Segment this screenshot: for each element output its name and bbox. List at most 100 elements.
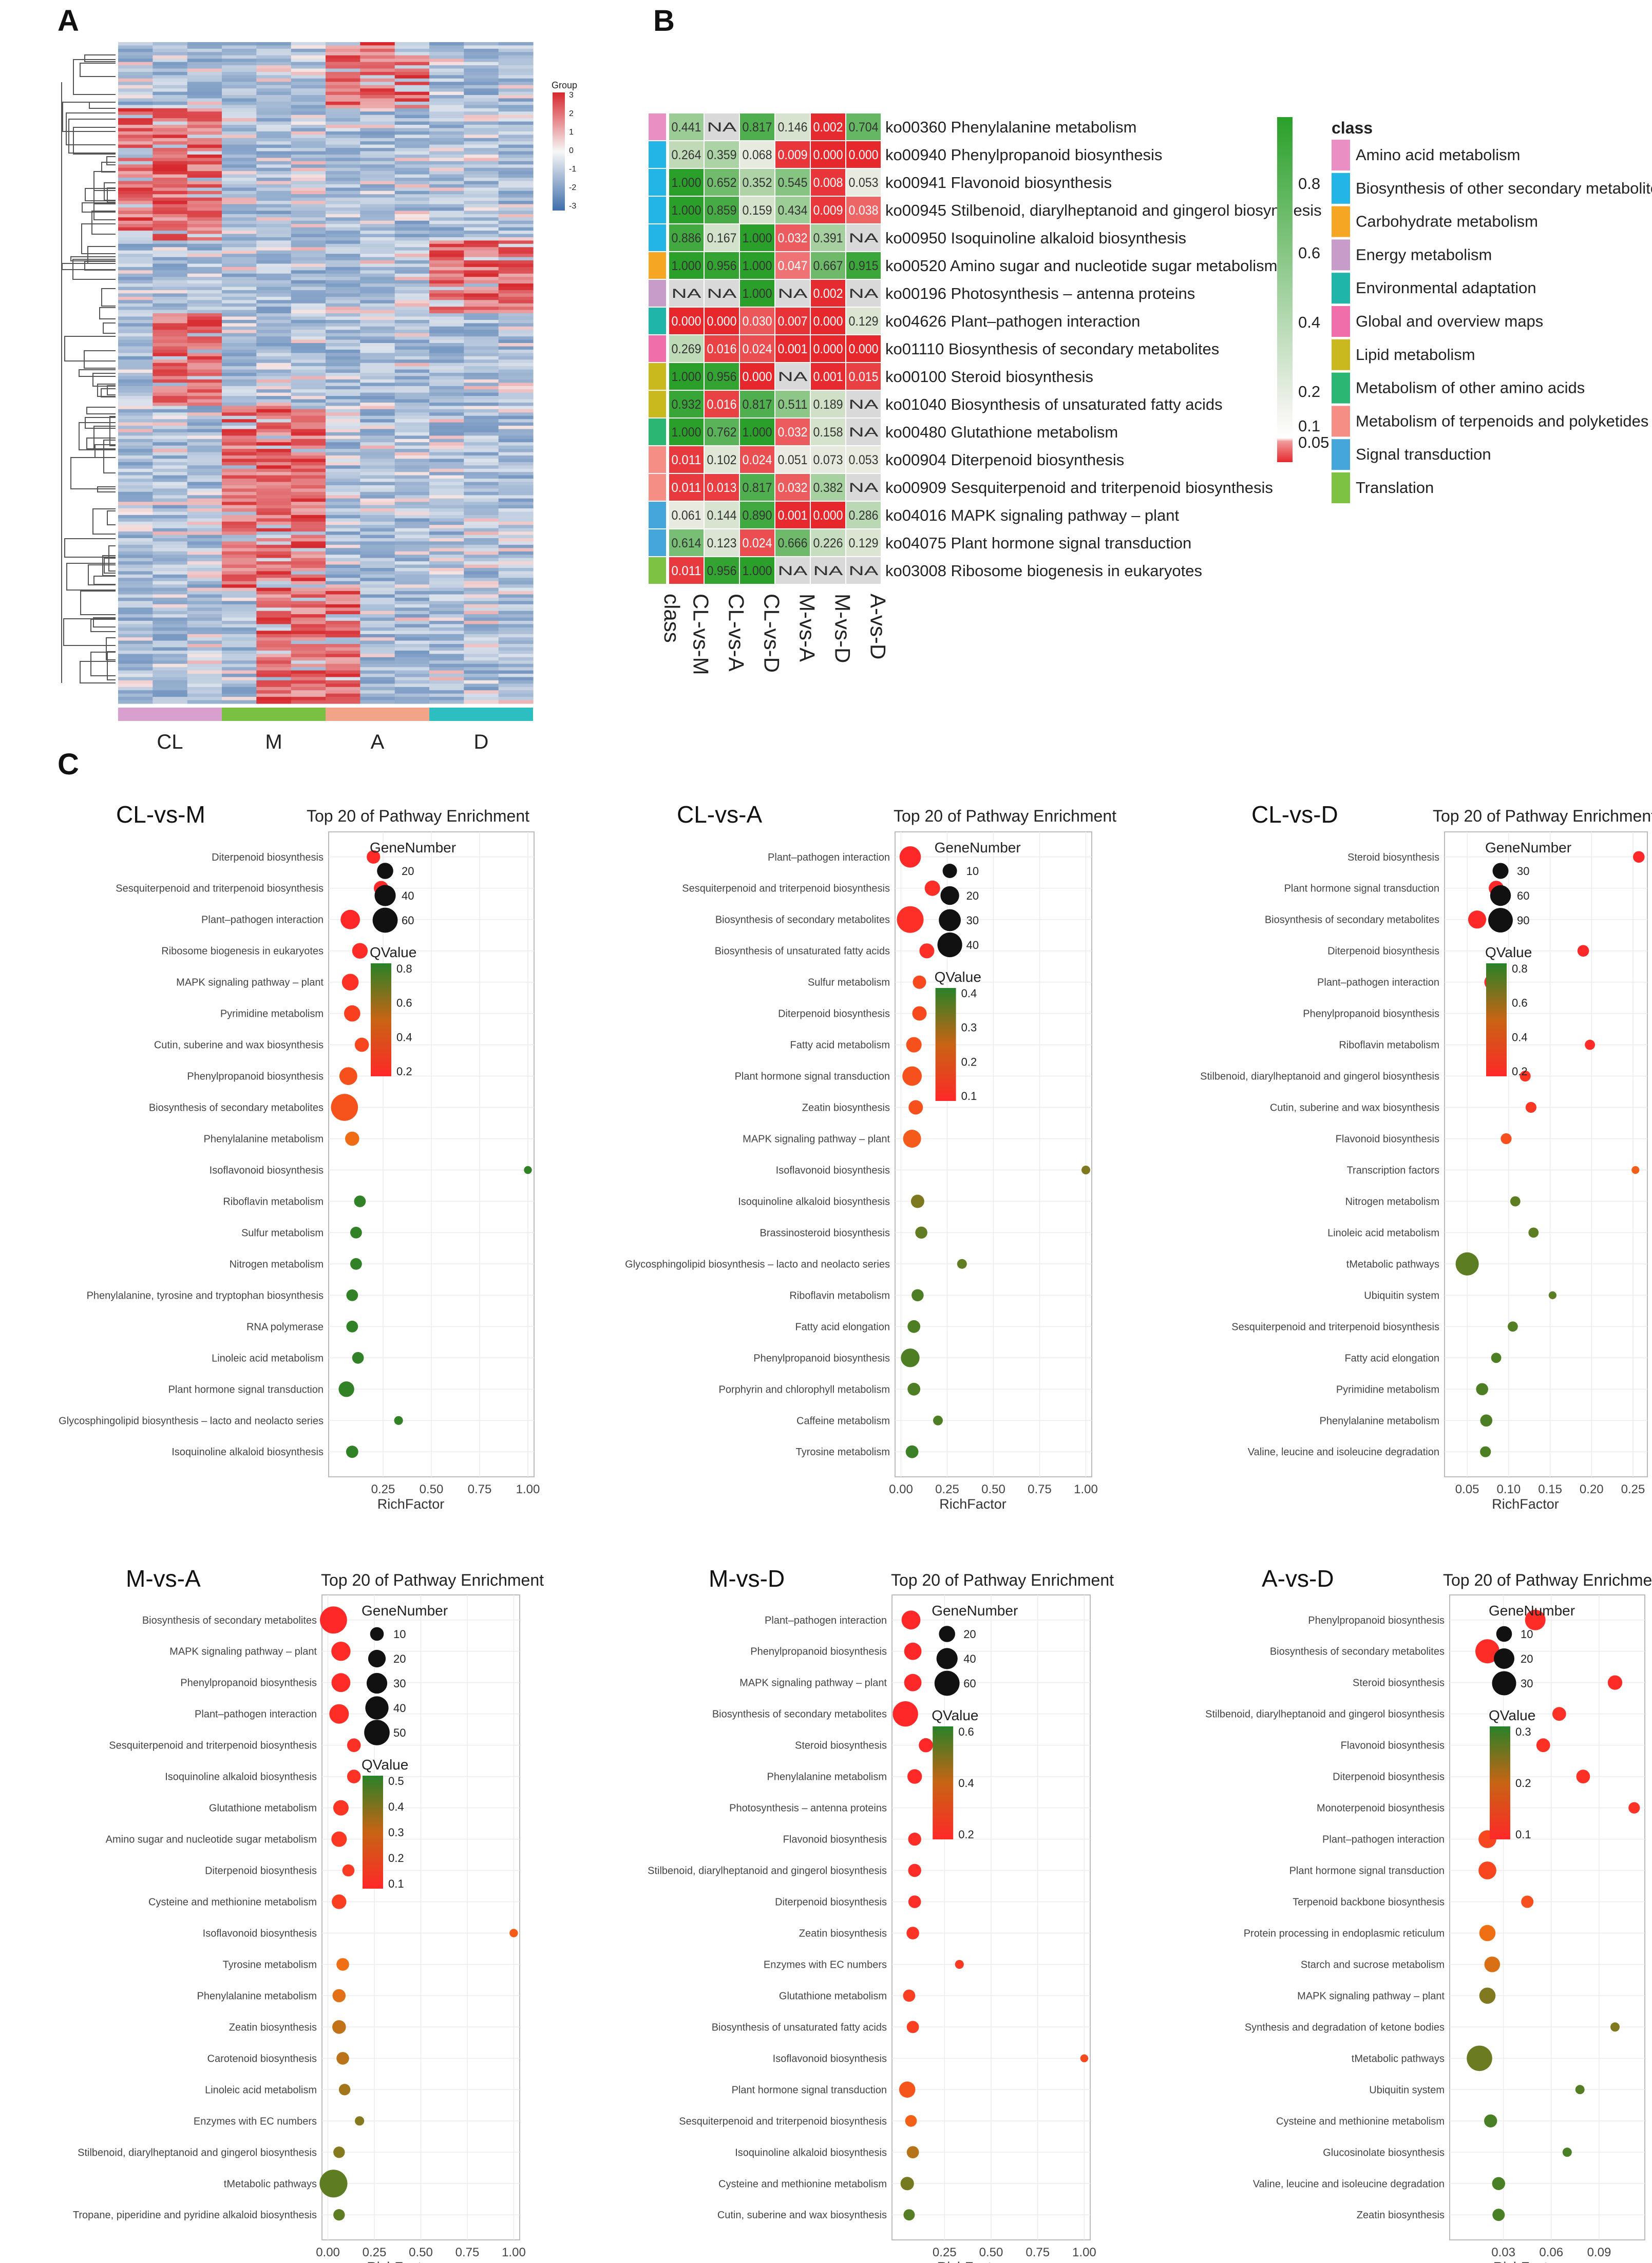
pathway-label: Linoleic acid metabolism — [205, 2084, 317, 2096]
heatmap-cell — [326, 544, 360, 548]
heatmap-cell — [360, 330, 395, 334]
heatmap-cell — [153, 693, 188, 697]
class-legend-label: Global and overview maps — [1356, 312, 1543, 330]
heatmap-cell — [498, 515, 534, 519]
heatmap-cell — [360, 449, 395, 453]
heatmap-cell — [360, 283, 395, 288]
heatmap-cell — [291, 330, 326, 334]
bubble-cysteine-and-methionine-metabolism — [332, 1894, 347, 1909]
heatmap-cell — [291, 690, 326, 694]
heatmap-cell — [256, 231, 292, 235]
bubble-synthesis-and-degradation-of-ketone-bodies — [1610, 2022, 1620, 2032]
heatmap-cell — [429, 409, 464, 413]
heatmap-cell — [222, 412, 257, 416]
heatmap-cell — [256, 151, 292, 155]
heatmap-cell — [464, 462, 499, 466]
heatmap-cell — [394, 42, 430, 46]
heatmap-cell — [464, 429, 499, 433]
heatmap-cell — [187, 300, 222, 304]
heatmap-cell — [291, 422, 326, 426]
heatmap-cell — [118, 627, 153, 631]
heatmap-cell — [187, 270, 222, 274]
heatmap-cell — [360, 141, 395, 145]
heatmap-cell — [291, 260, 326, 264]
heatmap-cell — [118, 243, 153, 248]
heatmap-cell — [256, 465, 292, 469]
heatmap-cell — [498, 551, 534, 555]
pathway-label: Glutathione metabolism — [779, 1990, 887, 2002]
bubble-zeatin-biosynthesis — [332, 2020, 346, 2034]
gene-number-label: 40 — [966, 939, 979, 952]
heatmap-cell — [464, 392, 499, 396]
heatmap-cell — [118, 383, 153, 387]
bubble-diterpenoid-biosynthesis — [342, 1864, 355, 1877]
heatmap-cell — [291, 674, 326, 677]
heatmap-cell — [360, 224, 395, 228]
heatmap-cell — [498, 690, 534, 694]
heatmap-cell — [360, 697, 395, 701]
heatmap-cell — [153, 237, 188, 241]
heatmap-cell — [360, 108, 395, 112]
heatmap-cell — [187, 211, 222, 215]
heatmap-cell — [394, 403, 430, 406]
heatmap-cell — [118, 663, 153, 668]
heatmap-cell — [291, 535, 326, 539]
x-tick-label: 0.10 — [1496, 1482, 1521, 1496]
pathway-label: Sesquiterpenoid and triterpenoid biosynt… — [682, 883, 890, 895]
heatmap-cell — [187, 316, 222, 320]
heatmap-cell — [498, 343, 534, 347]
heatmap-cell — [187, 263, 222, 268]
heatmap-cell — [222, 403, 257, 406]
pvalue-label: 1.000 — [743, 231, 772, 245]
heatmap-cell — [464, 442, 499, 446]
class-cell — [648, 556, 667, 585]
heatmap-cell — [429, 568, 464, 572]
qvalue-tick: 0.1 — [1515, 1828, 1531, 1841]
heatmap-cell — [187, 59, 222, 63]
bubble-glycosphingolipid-biosynthesis-lacto-and-neolacto-series — [957, 1259, 967, 1269]
heatmap-cell — [291, 316, 326, 320]
heatmap-cell — [394, 45, 430, 49]
heatmap-cell — [429, 415, 464, 420]
heatmap-cell — [498, 455, 534, 459]
heatmap-cell — [326, 637, 360, 641]
heatmap-cell — [222, 65, 257, 69]
class-swatch-signal-transduction — [1332, 439, 1350, 470]
gene-number-key — [940, 886, 959, 905]
heatmap-cell — [118, 316, 153, 320]
bubble-carotenoid-biosynthesis — [336, 2052, 349, 2065]
x-axis-label: RichFactor — [1493, 2259, 1561, 2263]
heatmap-cell — [429, 392, 464, 396]
pvalue-label: 0.000 — [672, 314, 701, 329]
heatmap-cell — [429, 59, 464, 63]
heatmap-cell — [429, 55, 464, 59]
dendrogram-branch — [90, 619, 116, 632]
heatmap-cell — [222, 442, 257, 446]
qvalue-title: QValue — [362, 1757, 408, 1773]
heatmap-cell — [256, 62, 292, 66]
heatmap-cell — [394, 680, 430, 684]
bubble-protein-processing-in-endoplasmic-reticulum — [1479, 1925, 1496, 1942]
heatmap-cell — [429, 243, 464, 248]
heatmap-cell — [360, 174, 395, 178]
heatmap-cell — [326, 227, 360, 231]
heatmap-cell — [187, 363, 222, 367]
heatmap-cell — [222, 303, 257, 307]
heatmap-cell — [394, 184, 430, 188]
heatmap-cell — [429, 257, 464, 261]
colorbar-tick: 0.05 — [1298, 433, 1329, 451]
heatmap-cell — [394, 548, 430, 552]
heatmap-cell — [360, 647, 395, 651]
heatmap-cell — [222, 637, 257, 641]
heatmap-cell — [256, 121, 292, 125]
heatmap-cell — [291, 336, 326, 340]
heatmap-cell — [153, 280, 188, 284]
heatmap-cell — [429, 581, 464, 585]
heatmap-cell — [187, 422, 222, 426]
qvalue-tick: 0.5 — [388, 1775, 404, 1787]
bubble-mapk-signaling-pathway-plant — [341, 974, 359, 991]
pvalue-label: 1.000 — [743, 425, 772, 440]
heatmap-cell — [498, 204, 534, 208]
heatmap-cell — [464, 155, 499, 158]
panel-label-a: A — [58, 4, 79, 37]
